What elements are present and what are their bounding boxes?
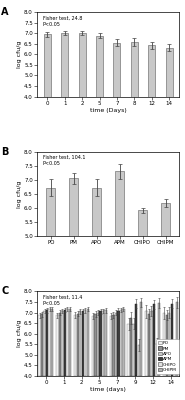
Text: C: C [1,286,9,296]
Bar [43,311,46,376]
Bar [145,312,148,376]
Bar [140,302,142,376]
Bar [130,318,132,376]
Bar [94,314,97,376]
Bar [166,48,172,97]
Bar [166,315,168,376]
Bar [132,324,135,376]
Y-axis label: log cfu/g: log cfu/g [17,180,22,208]
Bar [104,310,107,376]
Text: Fisher test, 11.4
P<0.05: Fisher test, 11.4 P<0.05 [43,295,82,306]
Bar [69,178,78,236]
Bar [99,312,102,376]
Bar [122,309,125,376]
Bar [44,34,51,97]
Bar [97,313,99,376]
Bar [158,303,160,376]
Bar [64,310,66,376]
X-axis label: time (days): time (days) [90,387,126,392]
Text: Fisher test, 24.8
P<0.05: Fisher test, 24.8 P<0.05 [43,15,82,26]
Bar [79,33,86,97]
Text: A: A [1,7,9,17]
Bar [38,315,41,376]
Bar [84,310,87,376]
Bar [51,309,53,376]
Legend: PO, PM, APO, APM, CHIPO, CHIPM: PO, PM, APO, APM, CHIPO, CHIPM [156,339,179,374]
Bar [137,345,140,376]
Bar [115,172,124,236]
Bar [155,344,158,376]
Bar [74,315,76,376]
Bar [110,316,112,376]
Bar [82,311,84,376]
Bar [59,313,61,376]
Bar [102,311,104,376]
Text: Fisher test, 104.1
P<0.05: Fisher test, 104.1 P<0.05 [43,155,85,166]
Bar [171,304,173,376]
Bar [61,311,64,376]
Bar [163,313,165,376]
Y-axis label: log cfu/g: log cfu/g [17,320,22,347]
Bar [56,315,59,376]
Bar [161,203,170,236]
Bar [115,312,117,376]
Y-axis label: log cfu/g: log cfu/g [17,41,22,68]
Bar [92,316,94,376]
Bar [120,310,122,376]
Bar [148,314,150,376]
Bar [148,46,155,97]
Bar [135,304,137,376]
Bar [117,311,120,376]
Bar [150,311,153,376]
Bar [127,324,130,376]
Bar [168,312,171,376]
Bar [69,309,71,376]
Text: B: B [1,146,9,156]
Bar [153,304,155,376]
Bar [96,36,103,97]
X-axis label: time (Days): time (Days) [90,108,127,113]
Bar [46,188,55,236]
Bar [41,314,43,376]
Bar [87,309,89,376]
Bar [92,188,101,236]
Bar [112,315,115,376]
Bar [77,314,79,376]
Bar [131,42,138,97]
Bar [79,312,81,376]
Bar [138,210,147,236]
Bar [48,309,51,376]
Bar [176,302,178,376]
Bar [113,43,120,97]
Bar [66,309,69,376]
Bar [46,310,48,376]
Bar [61,33,68,97]
Bar [173,357,176,376]
